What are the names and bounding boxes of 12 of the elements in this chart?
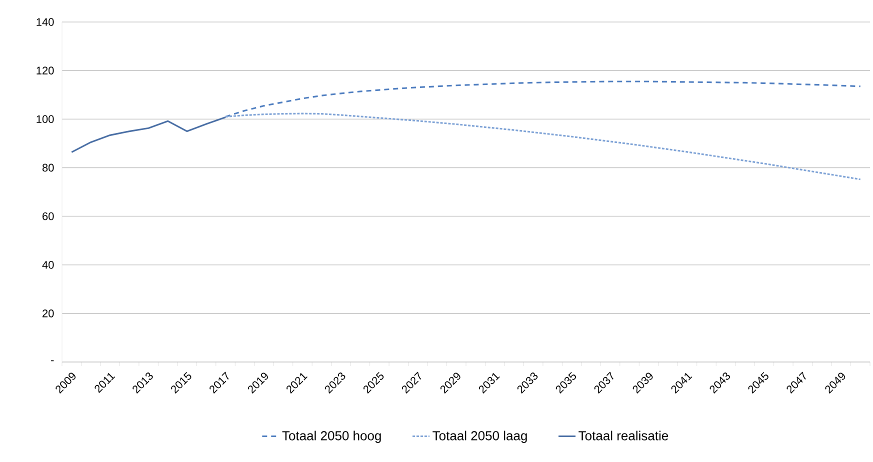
line-series xyxy=(70,116,226,153)
legend-label: Totaal realisatie xyxy=(578,430,668,440)
legend-label: Totaal 2050 hoog xyxy=(282,430,381,443)
y-tick-label: 20 xyxy=(42,310,54,318)
y-tick-label: 120 xyxy=(36,66,54,74)
y-tick-label: - xyxy=(51,360,54,362)
y-tick-label: 60 xyxy=(42,212,54,220)
legend-label: Totaal 2050 laag xyxy=(432,430,527,443)
y-tick-label: 100 xyxy=(36,115,54,124)
y-tick-label: 80 xyxy=(42,164,54,172)
y-tick-label: 40 xyxy=(42,260,54,269)
y-tick-label: 140 xyxy=(36,18,54,26)
